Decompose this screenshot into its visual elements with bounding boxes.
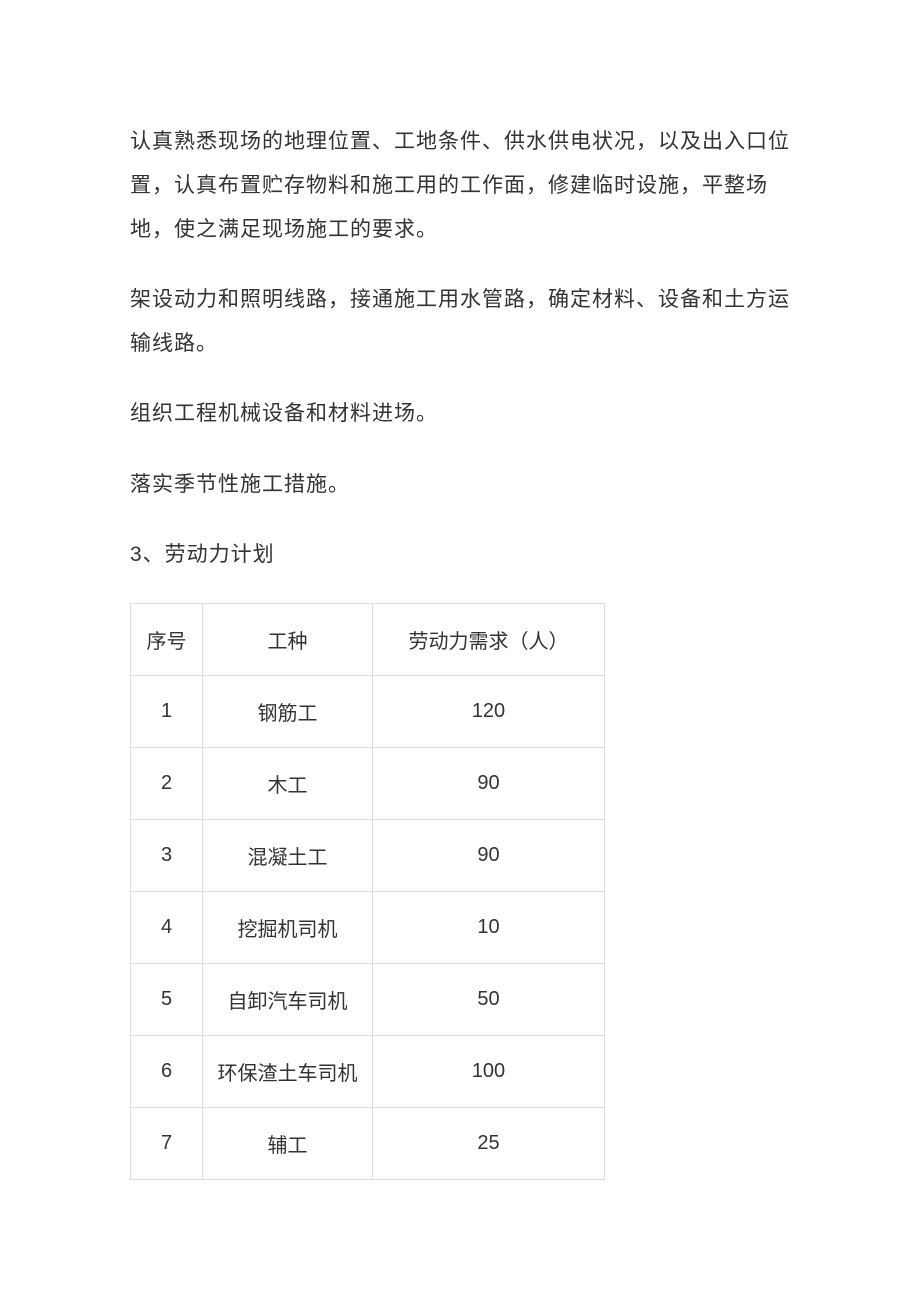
header-demand: 劳动力需求（人）	[373, 603, 605, 675]
paragraph-4: 落实季节性施工措施。	[130, 463, 790, 507]
cell-demand: 90	[373, 747, 605, 819]
cell-index: 7	[131, 1107, 203, 1179]
cell-type: 辅工	[203, 1107, 373, 1179]
table-header-row: 序号 工种 劳动力需求（人）	[131, 603, 605, 675]
table-row: 7 辅工 25	[131, 1107, 605, 1179]
header-type: 工种	[203, 603, 373, 675]
paragraph-3: 组织工程机械设备和材料进场。	[130, 392, 790, 436]
cell-demand: 10	[373, 891, 605, 963]
paragraph-1: 认真熟悉现场的地理位置、工地条件、供水供电状况，以及出入口位置，认真布置贮存物料…	[130, 120, 790, 252]
cell-demand: 90	[373, 819, 605, 891]
table-row: 6 环保渣土车司机 100	[131, 1035, 605, 1107]
table-row: 5 自卸汽车司机 50	[131, 963, 605, 1035]
cell-demand: 50	[373, 963, 605, 1035]
cell-index: 3	[131, 819, 203, 891]
header-index: 序号	[131, 603, 203, 675]
table-row: 4 挖掘机司机 10	[131, 891, 605, 963]
labor-table: 序号 工种 劳动力需求（人） 1 钢筋工 120 2 木工 90 3 混凝土工 …	[130, 603, 605, 1180]
cell-demand: 25	[373, 1107, 605, 1179]
cell-type: 挖掘机司机	[203, 891, 373, 963]
table-row: 2 木工 90	[131, 747, 605, 819]
cell-index: 1	[131, 675, 203, 747]
cell-index: 2	[131, 747, 203, 819]
cell-type: 钢筋工	[203, 675, 373, 747]
cell-type: 环保渣土车司机	[203, 1035, 373, 1107]
paragraph-2: 架设动力和照明线路，接通施工用水管路，确定材料、设备和土方运输线路。	[130, 278, 790, 366]
cell-index: 6	[131, 1035, 203, 1107]
cell-index: 5	[131, 963, 203, 1035]
cell-type: 自卸汽车司机	[203, 963, 373, 1035]
cell-demand: 100	[373, 1035, 605, 1107]
cell-demand: 120	[373, 675, 605, 747]
table-row: 3 混凝土工 90	[131, 819, 605, 891]
cell-type: 混凝土工	[203, 819, 373, 891]
table-row: 1 钢筋工 120	[131, 675, 605, 747]
cell-type: 木工	[203, 747, 373, 819]
section-title: 3、劳动力计划	[130, 533, 790, 577]
cell-index: 4	[131, 891, 203, 963]
